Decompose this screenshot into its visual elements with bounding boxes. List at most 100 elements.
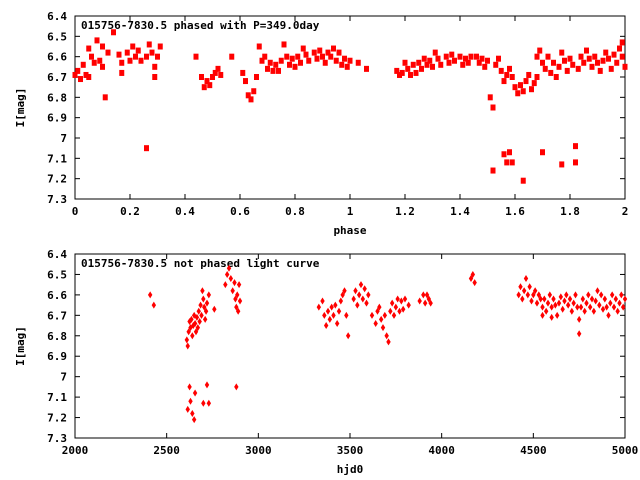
- data-point: [600, 305, 606, 313]
- data-point: [397, 71, 402, 78]
- y-tick-label: 7.2: [47, 173, 67, 186]
- data-point: [146, 41, 152, 48]
- data-point: [251, 88, 257, 95]
- data-point: [331, 311, 336, 319]
- data-point: [542, 65, 548, 72]
- data-point: [603, 49, 609, 56]
- data-point: [237, 297, 243, 305]
- data-point: [119, 69, 125, 76]
- data-point: [204, 78, 210, 85]
- data-point: [191, 416, 197, 424]
- data-point: [206, 399, 212, 407]
- data-point: [236, 281, 242, 289]
- data-point: [482, 63, 488, 70]
- data-point: [289, 55, 295, 62]
- x-tick-label: 1.8: [560, 205, 580, 218]
- y-tick-label: 6.8: [47, 91, 67, 104]
- data-point: [190, 409, 195, 417]
- data-point: [558, 293, 564, 301]
- data-point: [399, 297, 404, 305]
- data-point: [479, 55, 485, 62]
- data-point: [254, 74, 259, 80]
- data-point: [416, 59, 422, 66]
- data-point: [520, 295, 525, 303]
- data-point: [452, 57, 457, 64]
- data-point: [493, 61, 499, 68]
- data-point: [536, 291, 542, 299]
- data-point: [613, 295, 619, 303]
- y-tick-label: 6.4: [47, 10, 67, 23]
- panel-title: 015756-7830.5 not phased light curve: [81, 257, 320, 270]
- data-point: [509, 74, 515, 80]
- x-tick-label: 1.4: [450, 205, 470, 218]
- data-point: [543, 307, 549, 315]
- data-point: [406, 301, 411, 309]
- data-point: [191, 322, 196, 330]
- data-point: [564, 67, 570, 74]
- data-point: [537, 47, 543, 54]
- y-tick-label: 7.2: [47, 412, 67, 425]
- data-point: [364, 299, 369, 307]
- data-point: [369, 311, 375, 319]
- data-point: [509, 159, 515, 166]
- data-point: [582, 307, 587, 315]
- data-point: [86, 74, 92, 80]
- plot-frame: [74, 253, 626, 439]
- data-point: [347, 57, 353, 64]
- data-point: [571, 299, 576, 307]
- data-point: [198, 301, 203, 309]
- data-point: [531, 291, 536, 299]
- data-point: [232, 279, 237, 287]
- data-point: [421, 291, 426, 299]
- data-point: [127, 57, 133, 64]
- data-point: [189, 315, 194, 323]
- data-point: [556, 299, 562, 307]
- data-point: [202, 315, 208, 323]
- x-tick-label: 1.2: [395, 205, 415, 218]
- data-point: [507, 65, 512, 72]
- data-point: [86, 45, 92, 52]
- data-point: [245, 92, 251, 99]
- data-point: [130, 43, 136, 50]
- data-point: [102, 94, 108, 101]
- data-point: [234, 383, 239, 391]
- data-point: [520, 88, 526, 95]
- data-point: [355, 59, 361, 66]
- data-point: [212, 69, 218, 76]
- data-point: [553, 74, 559, 80]
- data-point: [144, 53, 149, 60]
- data-point: [194, 313, 200, 321]
- data-point: [598, 291, 604, 299]
- data-point: [417, 297, 422, 305]
- data-point: [358, 281, 364, 289]
- data-point: [155, 53, 160, 60]
- data-point: [322, 59, 328, 66]
- data-point: [564, 291, 569, 299]
- x-tick-label: 0.8: [285, 205, 305, 218]
- data-point: [186, 328, 191, 336]
- data-point: [573, 291, 578, 299]
- data-point: [303, 51, 309, 58]
- data-point: [144, 145, 149, 152]
- y-tick-label: 6.9: [47, 350, 67, 363]
- data-point: [199, 74, 204, 80]
- y-tick-label: 7.3: [47, 193, 67, 206]
- data-point: [91, 59, 97, 66]
- data-point: [597, 67, 603, 74]
- data-point: [525, 291, 531, 299]
- y-tick-label: 6.9: [47, 112, 67, 125]
- data-point: [338, 297, 344, 305]
- data-point: [435, 55, 441, 62]
- data-point: [147, 291, 153, 299]
- data-point: [449, 51, 455, 58]
- y-tick-label: 6.8: [47, 330, 67, 343]
- data-point: [201, 295, 206, 303]
- data-point: [576, 315, 582, 323]
- data-point: [586, 55, 592, 62]
- data-point: [573, 143, 578, 150]
- data-point: [562, 57, 567, 64]
- data-point: [615, 307, 620, 315]
- data-point: [230, 287, 235, 295]
- data-point: [597, 301, 602, 309]
- data-point: [619, 53, 625, 60]
